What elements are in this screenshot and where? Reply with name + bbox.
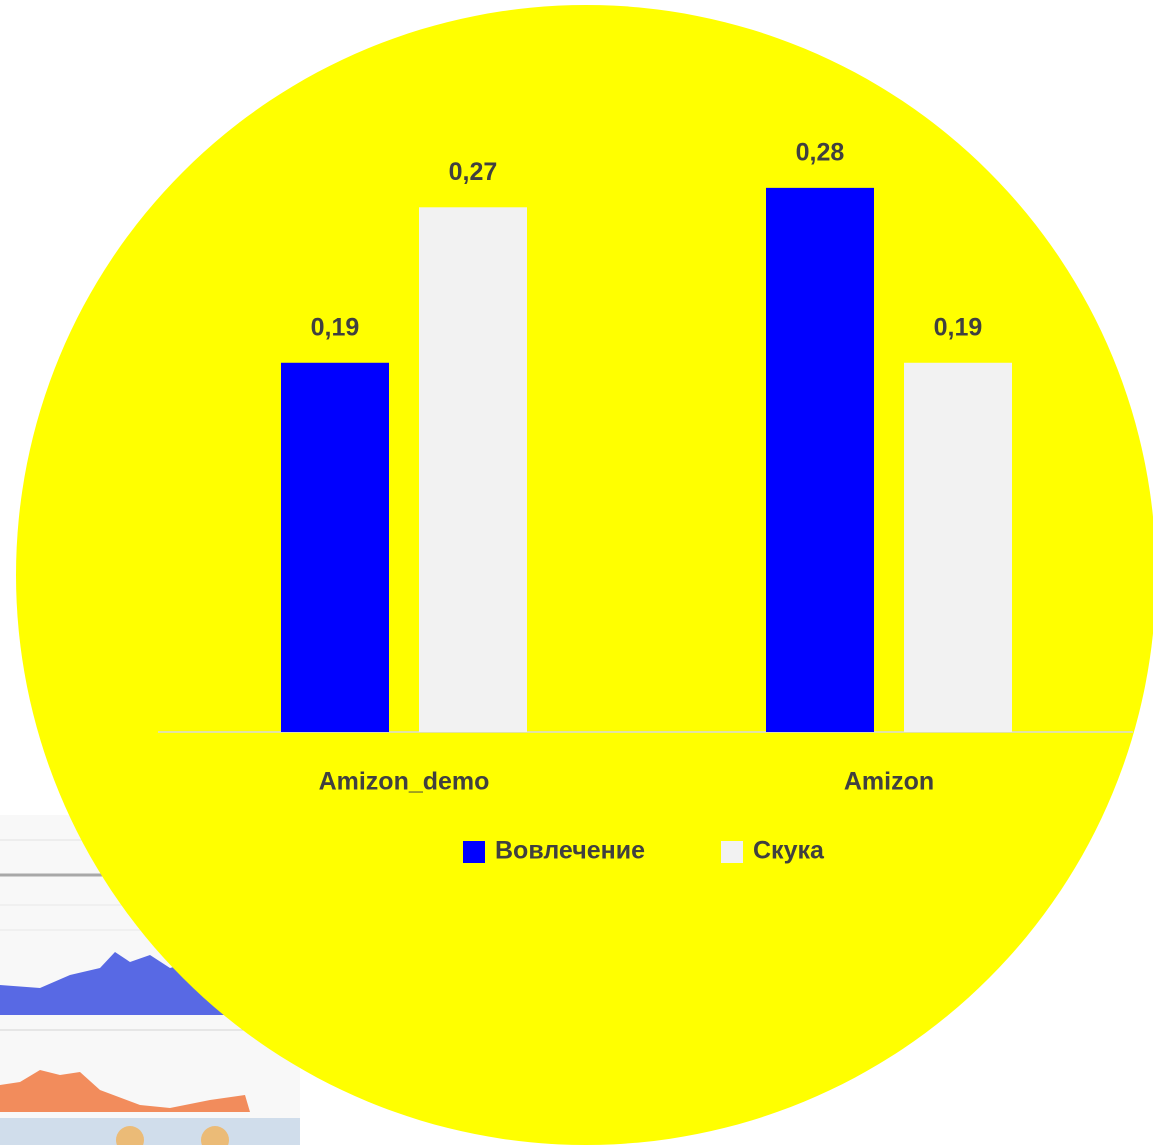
bar bbox=[281, 362, 389, 732]
fragment-icon bbox=[201, 1126, 229, 1145]
fragment-area bbox=[0, 952, 230, 1015]
value-label: 0,19 bbox=[934, 313, 983, 341]
fragment-strip bbox=[0, 1118, 300, 1145]
bar bbox=[766, 187, 874, 732]
fragment-area bbox=[0, 1070, 250, 1112]
value-label: 0,28 bbox=[796, 138, 845, 166]
value-label: 0,19 bbox=[311, 313, 360, 341]
x-tick-label: Amizon bbox=[844, 768, 934, 796]
value-label: 0,27 bbox=[449, 158, 498, 186]
fragment-icon bbox=[116, 1126, 144, 1145]
legend-label: Скука bbox=[753, 837, 825, 865]
bar bbox=[419, 207, 527, 733]
legend-swatch bbox=[463, 841, 485, 863]
legend-label: Вовлечение bbox=[495, 837, 645, 865]
legend-swatch bbox=[721, 841, 743, 863]
bar bbox=[904, 362, 1012, 732]
x-tick-label: Amizon_demo bbox=[319, 768, 490, 796]
